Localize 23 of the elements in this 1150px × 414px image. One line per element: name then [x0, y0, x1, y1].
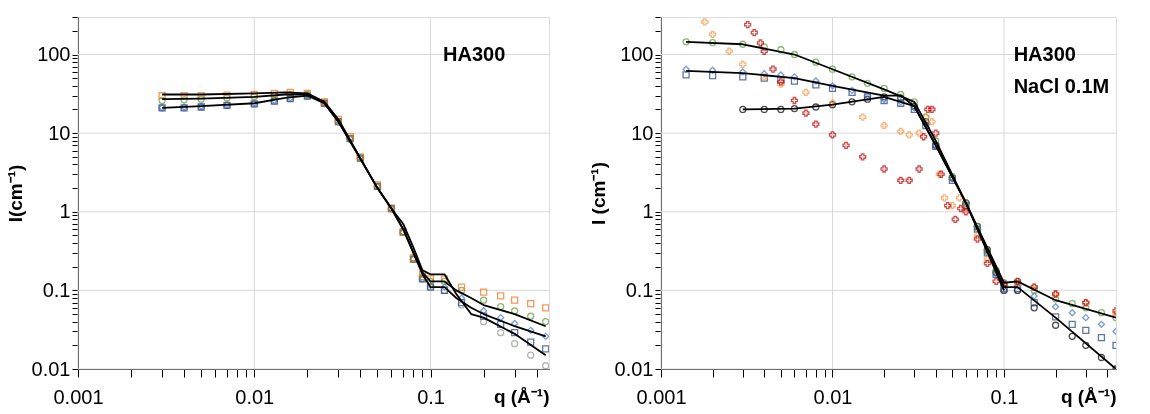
- x-tick-label: 0.01: [235, 385, 275, 408]
- x-axis-title: q (Å⁻¹): [1060, 385, 1117, 407]
- y-tick-label: 0.01: [31, 357, 71, 380]
- x-axis-title: q (Å⁻¹): [493, 385, 550, 407]
- x-tick-label: 0.1: [417, 385, 445, 408]
- x-tick-label: 0.001: [636, 385, 687, 408]
- annotation: HA300: [1013, 43, 1076, 65]
- y-tick-label: 1: [59, 200, 71, 223]
- y-tick-label: 10: [631, 121, 654, 144]
- y-tick-label: 0.01: [614, 357, 654, 380]
- annotation: NaCl 0.1M: [1013, 75, 1110, 97]
- y-tick-label: 10: [48, 121, 71, 144]
- y-axis-title: I(cm⁻¹): [4, 164, 26, 223]
- y-axis-title: I (cm⁻¹): [587, 162, 609, 225]
- y-tick-label: 0.1: [42, 278, 71, 301]
- x-tick-label: 0.001: [53, 385, 104, 408]
- y-tick-label: 0.1: [625, 278, 654, 301]
- y-tick-label: 100: [620, 43, 654, 66]
- x-tick-label: 0.01: [813, 385, 853, 408]
- x-tick-label: 0.1: [990, 385, 1019, 408]
- y-tick-label: 100: [37, 43, 71, 66]
- y-tick-label: 1: [642, 200, 654, 223]
- annotation: HA300: [443, 43, 506, 65]
